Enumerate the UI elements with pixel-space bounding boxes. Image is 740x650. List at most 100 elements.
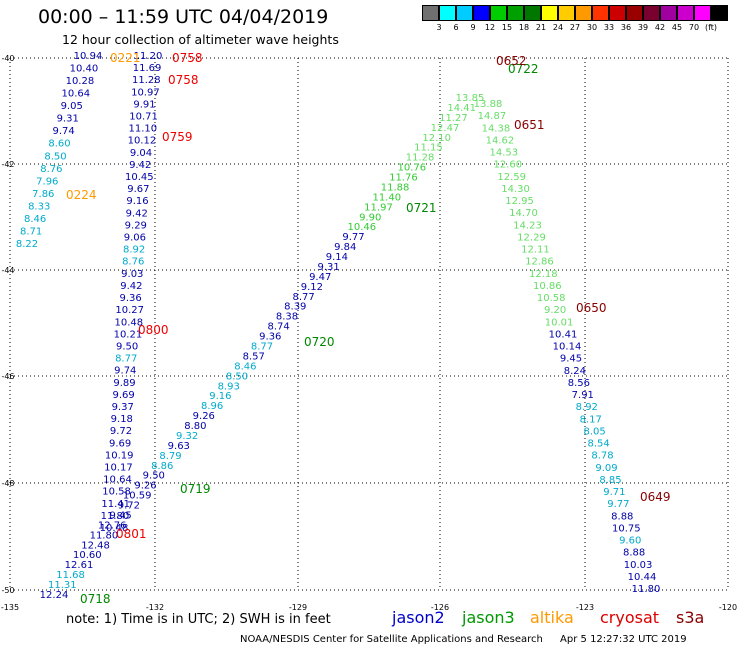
wave-height-value: 14.53 xyxy=(489,148,518,159)
pass-time-label: 0719 xyxy=(180,482,211,496)
latitude-label: -50 xyxy=(1,586,14,595)
wave-height-value: 9.74 xyxy=(114,366,136,377)
wave-height-value: 9.60 xyxy=(619,536,641,547)
wave-height-value: 8.76 xyxy=(40,164,62,175)
colorbar-swatch xyxy=(711,5,728,21)
colorbar-swatch xyxy=(473,5,490,21)
wave-height-value: 9.31 xyxy=(57,114,79,125)
wave-height-value: 9.50 xyxy=(143,471,165,482)
wave-height-value: 8.39 xyxy=(284,302,306,313)
longitude-label: -123 xyxy=(576,603,594,612)
wave-height-value: 11.41 xyxy=(101,499,130,510)
wave-height-value: 11.76 xyxy=(389,173,418,184)
wave-height-value: 12.76 xyxy=(98,520,127,531)
wave-height-value: 13.85 xyxy=(456,93,485,104)
latitude-label: -42 xyxy=(1,160,14,169)
axis-labels: -40 -42 -44 -46 -48 -50 -135 -132 -129 -126 -123 -1… xyxy=(1,54,737,612)
wave-height-value: 10.19 xyxy=(105,450,134,461)
wave-height-value: 9.71 xyxy=(603,487,625,498)
wave-height-value: 12.29 xyxy=(517,232,546,243)
wave-height-value: 12.48 xyxy=(81,540,110,551)
wave-height-value: 8.79 xyxy=(159,451,181,462)
wave-height-value: 8.93 xyxy=(218,381,240,392)
wave-height-value: 11.28 xyxy=(406,153,435,164)
colorbar-unit: (ft) xyxy=(704,23,718,32)
wave-height-value: 9.20 xyxy=(544,305,566,316)
track-cryosat-0758: 11.2011.6911.2810.979.9110.7111.1010.129… xyxy=(100,51,163,534)
wave-height-value: 9.16 xyxy=(209,391,231,402)
wave-height-value: 9.32 xyxy=(176,431,198,442)
wave-height-value: 9.36 xyxy=(259,332,281,343)
legend-cryosat: cryosat xyxy=(600,608,660,627)
wave-height-value: 9.77 xyxy=(342,232,364,243)
wave-height-value: 9.31 xyxy=(317,262,339,273)
wave-height-value: 8.22 xyxy=(16,239,38,250)
wave-height-value: 10.48 xyxy=(114,317,143,328)
wave-height-value: 14.87 xyxy=(478,111,507,122)
wave-height-value: 8.33 xyxy=(28,201,50,212)
colorbar-label: 39 xyxy=(637,23,649,32)
wave-height-value: 9.42 xyxy=(120,281,142,292)
wave-height-value: 12.24 xyxy=(40,590,69,601)
wave-height-value: 8.88 xyxy=(623,548,645,559)
wave-height-value: 9.47 xyxy=(309,272,331,283)
wave-height-value: 9.50 xyxy=(116,342,138,353)
wave-height-value: 8.50 xyxy=(226,371,248,382)
colorbar-label: 21 xyxy=(535,23,547,32)
pass-time-label: 0224 xyxy=(66,188,97,202)
wave-height-value: 9.45 xyxy=(109,511,131,522)
wave-height-value: 8.71 xyxy=(20,227,42,238)
wave-height-value: 10.40 xyxy=(70,64,99,75)
wave-height-value: 11.68 xyxy=(56,570,85,581)
wave-height-value: 11.80 xyxy=(632,584,661,595)
colorbar-swatch xyxy=(575,5,592,21)
wave-height-value: 9.12 xyxy=(301,282,323,293)
wave-height-value: 14.30 xyxy=(501,184,530,195)
latitude-label: -44 xyxy=(1,266,14,275)
pass-time-label: 0722 xyxy=(508,62,539,76)
wave-height-value: 8.88 xyxy=(611,511,633,522)
legend-jason3: jason3 xyxy=(462,608,515,627)
wave-height-value: 8.60 xyxy=(48,139,70,150)
wave-height-value: 10.94 xyxy=(74,51,103,62)
wave-height-value: 12.47 xyxy=(431,123,460,134)
wave-height-value: 9.37 xyxy=(112,402,134,413)
colorbar-label: 27 xyxy=(569,23,581,32)
wave-height-value: 12.61 xyxy=(65,560,94,571)
latitude-label: -48 xyxy=(1,479,14,488)
wave-height-value: 8.96 xyxy=(201,401,223,412)
wave-height-value: 12.95 xyxy=(505,196,534,207)
pass-time-label: 0721 xyxy=(406,201,437,215)
colorbar-label: 18 xyxy=(518,23,530,32)
wave-height-value: 9.72 xyxy=(118,501,140,512)
colorbar-label: 15 xyxy=(501,23,513,32)
wave-height-value: 14.38 xyxy=(482,123,511,134)
wave-height-value: 10.14 xyxy=(553,342,582,353)
colorbar-swatch xyxy=(524,5,541,21)
pass-time-label: 0759 xyxy=(162,130,193,144)
colorbar-swatch xyxy=(439,5,456,21)
wave-height-value: 9.72 xyxy=(110,426,132,437)
wave-height-value: 9.09 xyxy=(595,463,617,474)
wave-height-value: 11.40 xyxy=(372,192,401,203)
wave-height-value: 14.23 xyxy=(513,220,542,231)
colorbar-label: 24 xyxy=(552,23,564,32)
colorbar-label: 3 xyxy=(436,23,442,32)
longitude-label: -120 xyxy=(719,603,737,612)
wave-height-value: 11.10 xyxy=(128,124,157,135)
timestamp: Apr 5 12:27:32 UTC 2019 xyxy=(560,634,687,645)
pass-time-label: 0651 xyxy=(514,118,545,132)
wave-height-value: 10.46 xyxy=(347,222,376,233)
wave-height-value: 8.77 xyxy=(251,342,273,353)
legend-s3a: s3a xyxy=(676,608,705,627)
wave-height-value: 10.27 xyxy=(115,305,144,316)
wave-height-value: 7.96 xyxy=(36,176,58,187)
pass-time-labels: 0758 0758 0759 0800 0801 0221 0224 0718 0719 0720… xyxy=(66,51,671,606)
wave-height-value: 9.77 xyxy=(607,499,629,510)
colorbar-label: 45 xyxy=(671,23,683,32)
colorbar-swatch xyxy=(626,5,643,21)
wave-height-value: 10.64 xyxy=(103,475,132,486)
wave-height-value: 9.91 xyxy=(133,99,155,110)
